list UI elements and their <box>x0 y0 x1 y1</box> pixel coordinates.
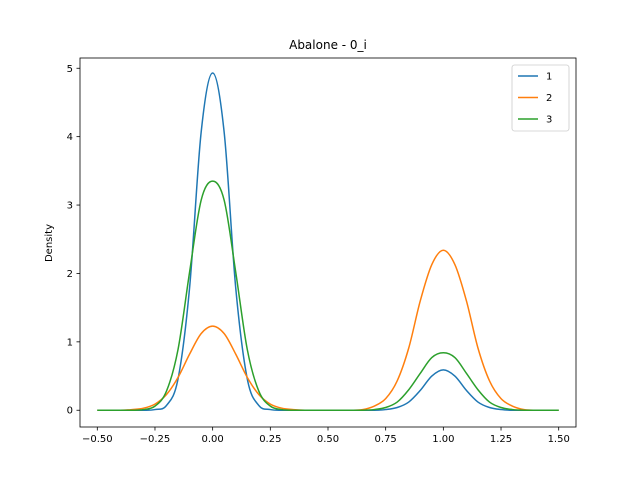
x-tick-label: 0.75 <box>375 434 397 445</box>
series-line-3 <box>97 180 559 412</box>
legend-label-3: 3 <box>546 115 552 126</box>
plot-lines <box>97 72 559 412</box>
legend-box <box>511 64 570 132</box>
legend-label-1: 1 <box>546 72 552 83</box>
legend: 1 2 3 <box>511 64 570 132</box>
x-axis: −0.50 −0.25 0.00 0.25 0.50 0.75 1.00 1.25 1.50 <box>82 427 570 445</box>
plot-frame <box>79 57 577 428</box>
y-axis-label: Density <box>44 224 55 262</box>
y-tick-label: 1 <box>67 337 73 348</box>
y-tick-label: 2 <box>67 269 73 280</box>
y-tick-label: 0 <box>67 406 73 417</box>
x-tick-label: 1.25 <box>490 434 512 445</box>
y-tick-label: 4 <box>67 132 73 143</box>
x-tick-label: −0.25 <box>140 434 171 445</box>
y-tick-label: 5 <box>67 64 73 75</box>
x-tick-label: 0.25 <box>259 434 281 445</box>
x-tick-label: −0.50 <box>82 434 113 445</box>
x-tick-label: 0.00 <box>202 434 224 445</box>
y-tick-label: 3 <box>67 201 73 212</box>
x-tick-label: 1.00 <box>432 434 454 445</box>
legend-label-2: 2 <box>546 93 552 104</box>
x-tick-label: 1.50 <box>548 434 570 445</box>
y-axis: 0 1 2 3 4 5 <box>67 64 80 417</box>
x-tick-label: 0.50 <box>317 434 339 445</box>
chart-title: Abalone - 0_i <box>289 38 367 52</box>
